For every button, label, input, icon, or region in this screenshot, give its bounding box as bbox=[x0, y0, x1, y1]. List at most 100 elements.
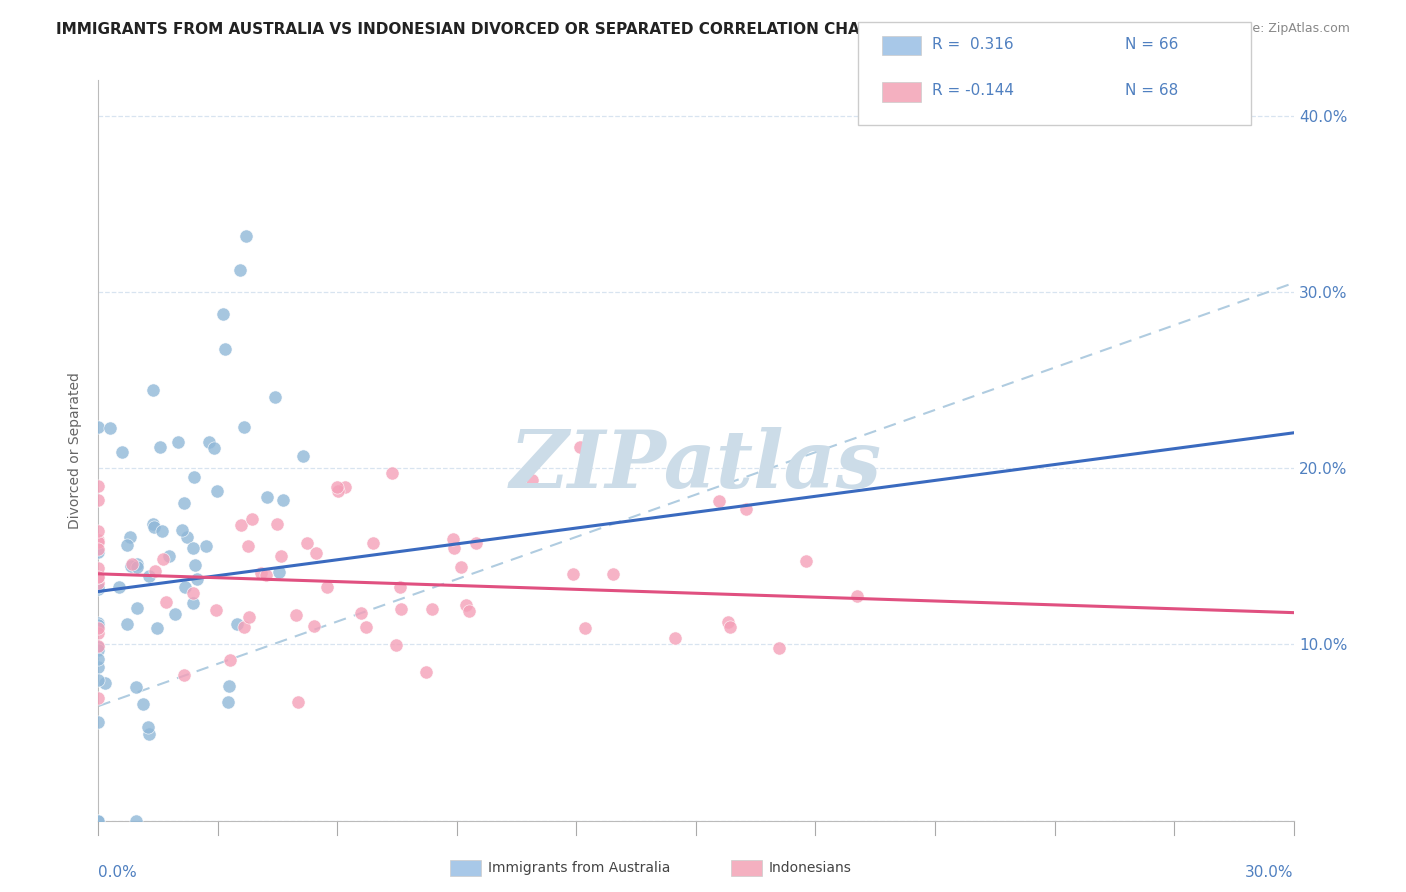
Point bbox=[167, 434, 190, 449]
Y-axis label: Divorced or Separated: Divorced or Separated bbox=[69, 372, 83, 529]
Point bbox=[264, 390, 287, 404]
Point bbox=[420, 602, 443, 616]
Point bbox=[181, 596, 204, 610]
Point bbox=[121, 557, 143, 571]
Point bbox=[143, 565, 166, 579]
Point bbox=[173, 496, 195, 510]
Point bbox=[198, 435, 221, 450]
Point bbox=[450, 559, 472, 574]
Point bbox=[270, 549, 292, 564]
Point bbox=[87, 690, 110, 705]
Point bbox=[284, 607, 307, 622]
Point bbox=[212, 307, 235, 321]
Point bbox=[214, 342, 236, 356]
Point bbox=[326, 479, 349, 493]
Point bbox=[87, 618, 110, 632]
Point bbox=[87, 533, 110, 548]
Point bbox=[457, 604, 479, 618]
Point bbox=[87, 541, 110, 556]
Point bbox=[718, 619, 741, 633]
Point bbox=[87, 570, 110, 584]
Text: 30.0%: 30.0% bbox=[1246, 864, 1294, 880]
Point bbox=[87, 582, 110, 596]
Point bbox=[217, 695, 239, 709]
Text: Source: ZipAtlas.com: Source: ZipAtlas.com bbox=[1216, 22, 1350, 36]
Point bbox=[465, 536, 488, 550]
Point bbox=[87, 580, 110, 594]
Point bbox=[202, 441, 225, 455]
Point bbox=[273, 493, 295, 508]
Text: N = 66: N = 66 bbox=[1125, 37, 1178, 52]
Point bbox=[87, 524, 110, 539]
Point bbox=[125, 680, 148, 694]
Point bbox=[186, 572, 208, 586]
Point bbox=[350, 606, 373, 620]
Point bbox=[87, 714, 110, 729]
Point bbox=[87, 626, 110, 640]
Point bbox=[250, 566, 273, 580]
Point bbox=[845, 589, 868, 603]
Point bbox=[152, 552, 174, 566]
Point bbox=[664, 631, 686, 645]
Point bbox=[142, 383, 165, 397]
Point bbox=[326, 483, 349, 498]
Text: R =  0.316: R = 0.316 bbox=[932, 37, 1014, 52]
Point bbox=[87, 535, 110, 549]
Point bbox=[520, 474, 543, 488]
Point bbox=[381, 466, 404, 480]
Point bbox=[183, 541, 205, 555]
Point bbox=[87, 576, 110, 591]
Point bbox=[794, 554, 817, 568]
Point bbox=[138, 569, 160, 583]
Point bbox=[173, 668, 195, 682]
Text: IMMIGRANTS FROM AUSTRALIA VS INDONESIAN DIVORCED OR SEPARATED CORRELATION CHART: IMMIGRANTS FROM AUSTRALIA VS INDONESIAN … bbox=[56, 22, 882, 37]
Point bbox=[295, 535, 318, 549]
Point bbox=[146, 621, 169, 635]
Point bbox=[163, 607, 186, 621]
Point bbox=[734, 501, 756, 516]
Text: R = -0.144: R = -0.144 bbox=[932, 84, 1014, 98]
Point bbox=[218, 679, 240, 693]
Point bbox=[229, 263, 252, 277]
Point bbox=[87, 478, 110, 492]
Point bbox=[232, 620, 254, 634]
Point bbox=[142, 516, 165, 531]
Point bbox=[136, 720, 159, 734]
Text: Immigrants from Australia: Immigrants from Australia bbox=[488, 861, 671, 875]
Point bbox=[127, 559, 149, 574]
Point bbox=[205, 602, 228, 616]
Point bbox=[120, 558, 142, 573]
Point bbox=[385, 638, 408, 652]
Point bbox=[87, 570, 110, 584]
Point bbox=[94, 675, 117, 690]
Point bbox=[87, 561, 110, 575]
Text: N = 68: N = 68 bbox=[1125, 84, 1178, 98]
Point bbox=[131, 697, 153, 711]
Point bbox=[125, 557, 148, 571]
Point bbox=[254, 567, 277, 582]
Point bbox=[87, 492, 110, 507]
Point bbox=[87, 419, 110, 434]
Point bbox=[266, 517, 288, 532]
Point bbox=[87, 660, 110, 674]
Point bbox=[87, 814, 110, 828]
Point bbox=[304, 619, 326, 633]
Point bbox=[388, 580, 411, 594]
Point bbox=[361, 536, 384, 550]
Point bbox=[218, 653, 240, 667]
Point bbox=[256, 490, 278, 504]
Point bbox=[87, 814, 110, 828]
Point bbox=[125, 600, 148, 615]
Point bbox=[115, 538, 138, 552]
Point bbox=[87, 615, 110, 630]
Point bbox=[107, 580, 129, 594]
Point bbox=[176, 530, 198, 544]
Point bbox=[87, 621, 110, 635]
Point bbox=[174, 580, 197, 594]
Point bbox=[441, 533, 464, 547]
Point bbox=[194, 539, 217, 553]
Point bbox=[87, 545, 110, 559]
Point bbox=[87, 640, 110, 654]
Point bbox=[291, 450, 314, 464]
Point bbox=[183, 470, 205, 484]
